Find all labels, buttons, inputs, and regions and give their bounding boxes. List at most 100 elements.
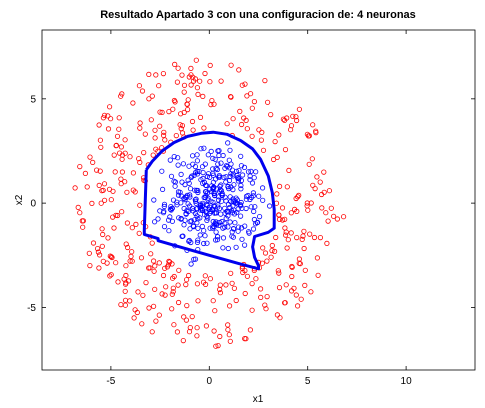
outer-point — [156, 312, 162, 318]
inner-point — [222, 205, 228, 211]
inner-point — [195, 225, 201, 231]
outer-point — [100, 115, 107, 121]
outer-point — [133, 221, 139, 227]
outer-point — [304, 200, 310, 206]
outer-point — [122, 288, 128, 294]
outer-point — [296, 256, 302, 262]
outer-point — [249, 105, 255, 111]
inner-point — [157, 208, 163, 214]
outer-point — [324, 240, 330, 246]
inner-point — [223, 198, 229, 204]
inner-point — [202, 161, 208, 167]
outer-point — [170, 106, 176, 112]
inner-point — [169, 205, 175, 211]
inner-point — [192, 197, 198, 203]
inner-point — [181, 222, 187, 228]
inner-point — [251, 208, 257, 215]
outer-point — [281, 300, 288, 306]
inner-point — [204, 240, 210, 246]
outer-point — [236, 67, 242, 73]
inner-point — [191, 256, 197, 262]
outer-point — [259, 129, 265, 135]
outer-point — [293, 114, 299, 120]
inner-point — [171, 154, 177, 160]
outer-point — [149, 93, 155, 99]
outer-point — [187, 324, 193, 331]
inner-point — [238, 182, 244, 189]
inner-point — [184, 208, 190, 214]
outer-point — [302, 282, 308, 288]
inner-point — [215, 161, 221, 167]
ticks: -5 0 5 10 -5 0 5 — [27, 30, 475, 387]
outer-point — [233, 297, 239, 304]
inner-point — [188, 239, 194, 246]
outer-point — [274, 312, 280, 318]
inner-point — [231, 211, 238, 217]
outer-point — [94, 167, 100, 173]
inner-point — [216, 173, 222, 179]
inner-point — [160, 186, 166, 192]
outer-point — [97, 168, 103, 174]
outer-point — [210, 298, 216, 304]
outer-point — [211, 328, 217, 334]
outer-point — [152, 127, 158, 133]
x-tick-label: -5 — [106, 376, 115, 387]
outer-point — [166, 258, 172, 264]
outer-point — [293, 195, 299, 202]
outer-point — [242, 290, 248, 297]
outer-point — [260, 147, 267, 153]
outer-point — [259, 260, 265, 266]
outer-point — [173, 133, 179, 139]
inner-point — [248, 204, 254, 210]
inner-point — [243, 193, 250, 199]
inner-point — [250, 190, 256, 196]
inner-point — [225, 140, 231, 146]
outer-point — [306, 161, 312, 167]
inner-point — [197, 215, 203, 221]
outer-point — [217, 282, 223, 288]
outer-point — [175, 282, 181, 288]
outer-point — [217, 333, 223, 340]
outer-point — [113, 212, 119, 218]
outer-point — [226, 332, 232, 338]
outer-point — [312, 186, 318, 192]
inner-point — [225, 184, 231, 190]
outer-point — [319, 205, 325, 211]
outer-point — [149, 240, 155, 246]
inner-point — [174, 199, 180, 205]
outer-point — [161, 129, 167, 135]
inner-point — [229, 229, 235, 235]
outer-point — [159, 109, 165, 116]
outer-point — [294, 235, 300, 241]
outer-point — [251, 99, 257, 105]
outer-point — [203, 323, 209, 329]
outer-point — [148, 117, 154, 123]
outer-point — [90, 240, 97, 246]
outer-point — [284, 245, 290, 251]
outer-point — [79, 218, 85, 224]
inner-point — [151, 197, 157, 203]
outer-point — [143, 279, 149, 286]
inner-point — [194, 168, 200, 174]
outer-point — [167, 259, 173, 265]
outer-point — [249, 307, 255, 313]
inner-point — [235, 175, 241, 181]
inner-point — [220, 225, 226, 231]
inner-point — [214, 166, 220, 173]
outer-point — [137, 120, 143, 126]
outer-point — [273, 234, 279, 241]
outer-point — [119, 209, 125, 215]
decision-boundary — [142, 130, 276, 271]
outer-point — [150, 152, 156, 158]
inner-point — [232, 220, 238, 226]
inner-point — [210, 199, 216, 205]
outer-point — [249, 280, 255, 287]
outer-point — [262, 302, 268, 308]
inner-point — [247, 177, 253, 183]
outer-point — [202, 70, 208, 77]
outer-point — [318, 191, 325, 198]
outer-point — [289, 264, 295, 270]
inner-point — [245, 169, 252, 175]
inner-point — [213, 229, 219, 235]
